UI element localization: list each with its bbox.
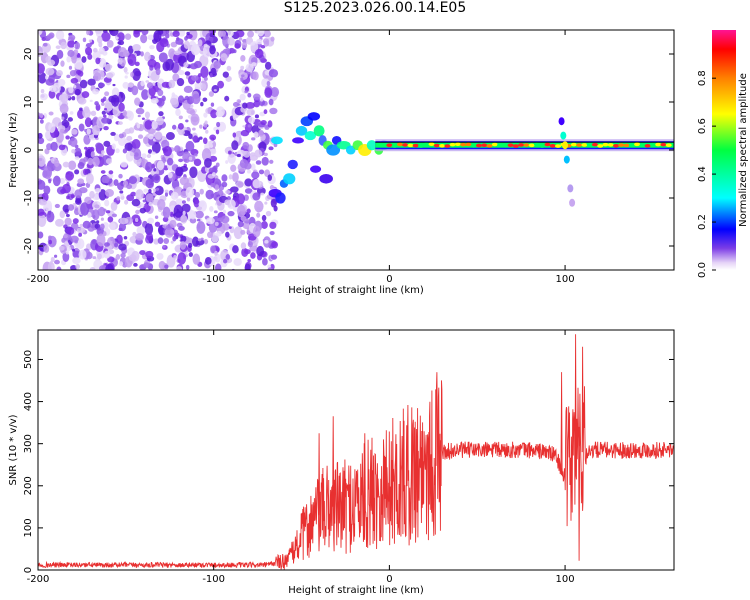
snr-frame — [37, 329, 675, 571]
y-tick-label: 200 — [23, 476, 34, 495]
snr-line — [38, 334, 674, 570]
x-tick-label: 0 — [386, 574, 392, 585]
y-tick-label: 400 — [23, 392, 34, 411]
snr-line-series — [38, 334, 674, 570]
y-tick-label: 0 — [23, 567, 34, 573]
snr-y-label: SNR (10 * v/v) — [8, 414, 19, 485]
y-tick-label: 10 — [23, 96, 34, 109]
y-tick-label: -20 — [23, 238, 34, 254]
colorbar: 0.0 0.2 0.4 0.6 0.8 Normalized spectral ampl… — [697, 30, 749, 278]
spectrogram-image — [38, 30, 674, 270]
y-tick-label: 100 — [23, 518, 34, 537]
snr-x-label: Height of straight line (km) — [288, 585, 424, 596]
y-tick-label: 300 — [23, 434, 34, 453]
colorbar-tick-label: 0.6 — [697, 118, 708, 134]
spectrogram-x-label: Height of straight line (km) — [288, 285, 424, 296]
x-tick-label: -100 — [202, 574, 225, 585]
x-tick-label: -200 — [27, 274, 50, 285]
colorbar-tick-label: 0.4 — [697, 166, 708, 182]
snr-panel: -200 -100 0 100 0 100 200 300 400 500 Height of s… — [8, 329, 675, 596]
x-tick-label: 100 — [556, 574, 575, 585]
colorbar-label: Normalized spectral amplitude — [738, 73, 749, 227]
x-tick-label: -100 — [202, 274, 225, 285]
y-tick-label: -10 — [23, 190, 34, 206]
y-tick-label: 20 — [23, 48, 34, 61]
x-tick-label: -200 — [27, 574, 50, 585]
y-tick-label: 0 — [23, 147, 34, 153]
y-tick-label: 500 — [23, 350, 34, 369]
chart-title: S125.2023.026.00.14.E05 — [283, 0, 467, 16]
x-tick-label: 0 — [386, 274, 392, 285]
spectrogram-y-label: Frequency (Hz) — [8, 112, 19, 188]
colorbar-tick-label: 0.2 — [697, 214, 708, 230]
x-tick-label: 100 — [556, 274, 575, 285]
colorbar-tick-label: 0.0 — [697, 262, 708, 278]
colorbar-tick-label: 0.8 — [697, 70, 708, 86]
colorbar-gradient — [712, 30, 736, 270]
